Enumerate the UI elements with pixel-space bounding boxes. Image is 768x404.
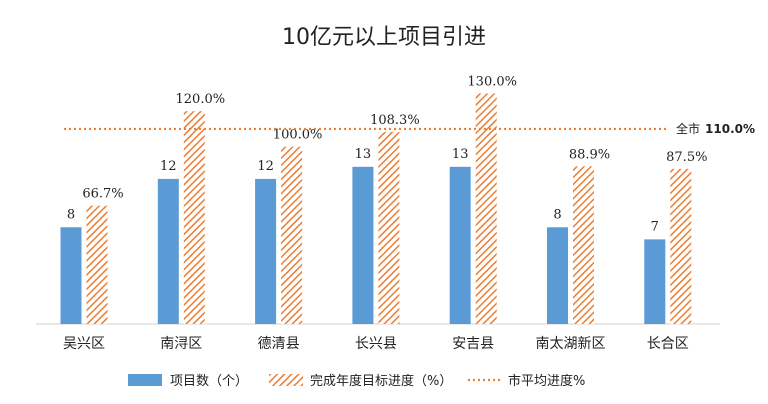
progress-bar (281, 146, 303, 324)
count-bar (644, 239, 666, 324)
count-bar (547, 227, 568, 324)
progress-data-label: 100.0% (273, 128, 323, 143)
progress-data-label: 87.5% (666, 150, 707, 165)
progress-data-label: 66.7% (82, 187, 123, 202)
count-data-label: 8 (67, 207, 75, 222)
count-data-label: 12 (257, 159, 274, 174)
city-average-label-prefix: 全市 (676, 121, 700, 136)
category-label: 南浔区 (160, 336, 202, 352)
category-label: 长兴县 (355, 336, 397, 352)
category-label: 安吉县 (452, 336, 494, 352)
legend-label-progress: 完成年度目标进度（%） (310, 373, 452, 389)
progress-bar (573, 166, 594, 324)
progress-bar (475, 93, 497, 324)
category-label: 吴兴区 (63, 336, 105, 352)
chart-title: 10亿元以上项目引进 (282, 25, 486, 50)
legend-label-average: 市平均进度% (508, 373, 585, 389)
progress-data-label: 88.9% (569, 147, 610, 162)
count-bar (60, 227, 82, 324)
count-data-label: 8 (553, 207, 561, 222)
progress-bar (183, 111, 205, 324)
count-data-label: 13 (355, 147, 372, 162)
count-bar (449, 166, 471, 324)
legend: 项目数（个） 完成年度目标进度（%） 市平均进度% (128, 373, 585, 389)
city-average-label-value: 110.0% (705, 122, 755, 136)
progress-data-label: 130.0% (467, 74, 517, 89)
count-bar (255, 178, 277, 324)
count-bar (352, 166, 374, 324)
plot-area: 8 66.7% 吴兴区 12 120.0% 南浔区 12 100.0% 德清县 13 108.3% 长… (36, 74, 755, 352)
count-data-label: 13 (452, 147, 469, 162)
legend-swatch-count (128, 374, 162, 386)
category-label: 长合区 (647, 336, 689, 352)
progress-data-label: 108.3% (370, 113, 420, 128)
count-data-label: 7 (651, 219, 659, 234)
progress-data-label: 120.0% (176, 92, 226, 107)
category-label: 南太湖新区 (536, 336, 606, 352)
progress-bar (670, 168, 692, 324)
legend-label-count: 项目数（个） (170, 374, 248, 389)
count-data-label: 12 (160, 159, 177, 174)
progress-bar (86, 205, 108, 324)
city-average-label: 全市 110.0% (676, 121, 755, 136)
count-bar (157, 178, 179, 324)
progress-bar (378, 131, 400, 324)
category-label: 德清县 (258, 336, 300, 352)
legend-swatch-progress (269, 374, 303, 386)
